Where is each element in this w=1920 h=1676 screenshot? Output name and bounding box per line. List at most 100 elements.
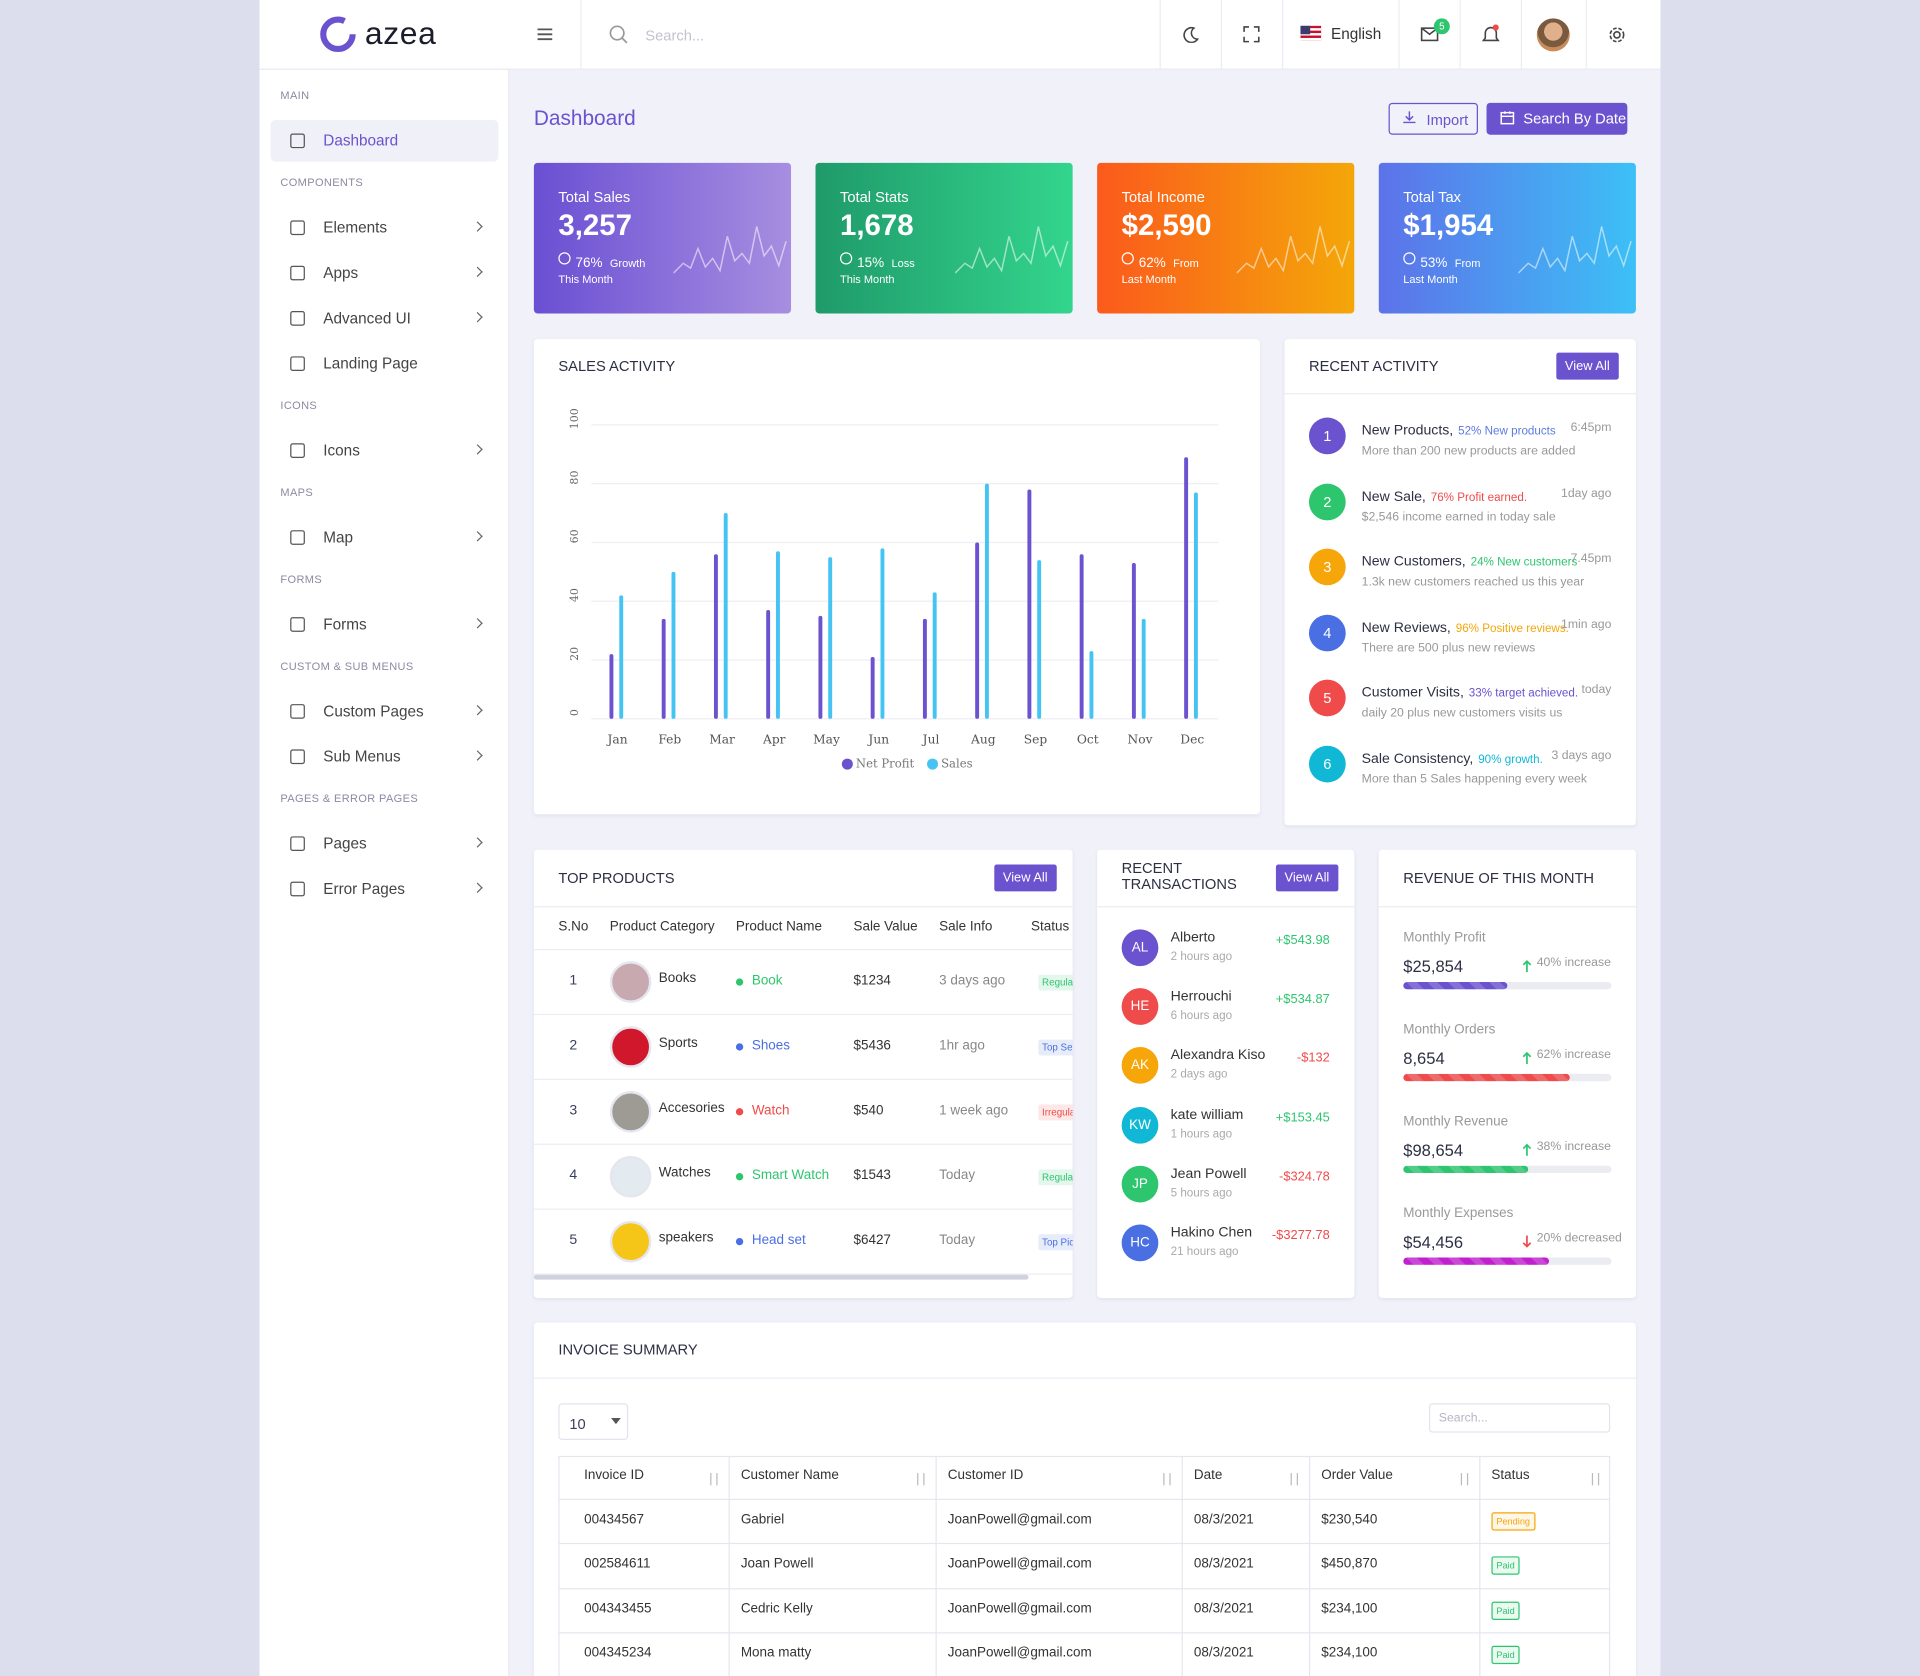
- sidebar-item[interactable]: Custom Pages: [323, 702, 424, 720]
- bar: [975, 542, 980, 719]
- view-all-button[interactable]: View All: [1556, 352, 1619, 380]
- sidebar-item[interactable]: Apps: [323, 264, 359, 282]
- x-tick-label: Oct: [1077, 732, 1099, 746]
- stat-value: 1,678: [840, 209, 914, 243]
- transaction-time: 1 hours ago: [1170, 1127, 1233, 1141]
- fullscreen-toggle[interactable]: [1243, 26, 1260, 43]
- revenue-value: $98,654: [1403, 1141, 1464, 1160]
- sidebar-item[interactable]: Map: [323, 528, 354, 547]
- sort-icon: [1591, 1473, 1600, 1486]
- progress-bar: [1403, 1257, 1549, 1265]
- stat-change-value: 53%: [1420, 255, 1448, 271]
- page-size-select[interactable]: 10: [558, 1403, 629, 1440]
- status-badge: Pending: [1491, 1512, 1535, 1531]
- settings-icon[interactable]: [1608, 26, 1626, 44]
- row-divider: [558, 1498, 1611, 1500]
- transaction-time: 2 days ago: [1170, 1068, 1228, 1082]
- column-divider: [1308, 1455, 1311, 1676]
- sparkline: [955, 226, 1069, 274]
- date-search-button[interactable]: Search By Date: [1486, 102, 1628, 135]
- bar: [619, 595, 624, 719]
- divider: [1378, 906, 1636, 908]
- sales-activity-card: [533, 339, 1260, 815]
- theme-toggle[interactable]: [1182, 26, 1199, 43]
- revenue-value: 8,654: [1403, 1049, 1445, 1068]
- bar: [671, 571, 676, 719]
- table-header: Sale Value: [853, 919, 918, 935]
- stat-period: This Month: [558, 273, 613, 286]
- table-header[interactable]: Invoice ID: [584, 1468, 644, 1483]
- table-cell: 08/3/2021: [1193, 1601, 1254, 1616]
- bar: [723, 513, 728, 719]
- transaction-time: 21 hours ago: [1170, 1245, 1239, 1259]
- stat-title: Total Stats: [840, 188, 909, 206]
- product-image: [609, 1220, 652, 1263]
- table-cell: $450,870: [1321, 1556, 1378, 1572]
- row-divider: [558, 1543, 1611, 1545]
- sidebar-item[interactable]: Elements: [323, 219, 388, 237]
- status-badge: Irregular: [1038, 1104, 1073, 1121]
- x-tick-label: Jun: [866, 732, 889, 746]
- cell-sale-info: 3 days ago: [939, 973, 1006, 989]
- logo-mark: [320, 16, 356, 53]
- sidebar-item[interactable]: Dashboard: [323, 132, 399, 150]
- cell-sale-info: 1 week ago: [939, 1103, 1009, 1118]
- table-header: Product Category: [609, 919, 715, 935]
- transaction-time: 5 hours ago: [1170, 1186, 1233, 1200]
- y-tick-label: 0: [568, 709, 581, 716]
- sidebar-item[interactable]: Pages: [323, 835, 367, 853]
- import-button[interactable]: Import: [1388, 102, 1478, 135]
- menu-icon: [290, 836, 305, 852]
- table-search[interactable]: Search...: [1428, 1403, 1611, 1433]
- revenue-value: $25,854: [1403, 957, 1464, 976]
- stat-change: 15% Loss: [857, 251, 915, 273]
- table-cell: 004343455: [584, 1601, 652, 1616]
- sidebar-item[interactable]: Error Pages: [323, 880, 405, 898]
- status-badge: Regular: [1038, 974, 1073, 991]
- cell-category: Books: [658, 971, 697, 986]
- flag-icon: [1300, 25, 1322, 41]
- cell-sale-value: $5436: [853, 1038, 891, 1054]
- menu-toggle[interactable]: [536, 26, 553, 43]
- sidebar-item[interactable]: Advanced UI: [323, 309, 411, 327]
- profile-avatar[interactable]: [1536, 18, 1570, 52]
- sidebar-section-title: CUSTOM & SUB MENUS: [280, 660, 414, 673]
- progress-track: [1403, 1257, 1612, 1265]
- activity-description: More than 5 Sales happening every week: [1361, 772, 1587, 786]
- language-selector[interactable]: English: [1331, 25, 1382, 43]
- activity-title-text: Sale Consistency,: [1361, 751, 1474, 766]
- status-dot: [735, 978, 744, 986]
- cell-product-name: Shoes: [751, 1038, 791, 1054]
- transaction-time: 6 hours ago: [1170, 1009, 1233, 1023]
- bar: [1131, 563, 1136, 719]
- y-tick-label: 80: [568, 471, 581, 485]
- sidebar-item[interactable]: Forms: [323, 615, 367, 634]
- x-tick-label: Dec: [1180, 732, 1204, 746]
- card-title: RECENT ACTIVITY: [1308, 357, 1439, 375]
- table-cell: JoanPowell@gmail.com: [947, 1556, 1092, 1572]
- view-all-button[interactable]: View All: [994, 864, 1057, 892]
- revenue-change: 40% increase: [1536, 956, 1611, 970]
- table-header[interactable]: Customer Name: [740, 1468, 839, 1483]
- divider: [533, 1013, 1073, 1016]
- view-all-button[interactable]: View All: [1275, 864, 1338, 892]
- table-header[interactable]: Status: [1491, 1468, 1530, 1483]
- activity-title-text: New Reviews,: [1361, 620, 1451, 635]
- table-header[interactable]: Order Value: [1321, 1468, 1393, 1483]
- activity-description: $2,546 income earned in today sale: [1361, 510, 1556, 524]
- table-header[interactable]: Date: [1193, 1468, 1223, 1483]
- bar: [828, 557, 833, 719]
- logo-text[interactable]: azea: [364, 14, 437, 52]
- notification-icon[interactable]: [1481, 24, 1500, 44]
- activity-highlight: 96% Positive reviews.: [1455, 621, 1569, 635]
- cell-sno: 2: [569, 1038, 578, 1054]
- sidebar-item[interactable]: Icons: [323, 442, 360, 460]
- search-input[interactable]: Search...: [645, 26, 705, 45]
- sidebar-section-title: MAIN: [280, 89, 310, 102]
- transaction-avatar: JP: [1121, 1165, 1159, 1203]
- table-frame: [558, 1455, 1611, 1676]
- divider: [533, 1273, 1073, 1275]
- table-header[interactable]: Customer ID: [947, 1468, 1024, 1483]
- sidebar-item[interactable]: Sub Menus: [323, 748, 401, 766]
- sidebar-item[interactable]: Landing Page: [323, 355, 418, 373]
